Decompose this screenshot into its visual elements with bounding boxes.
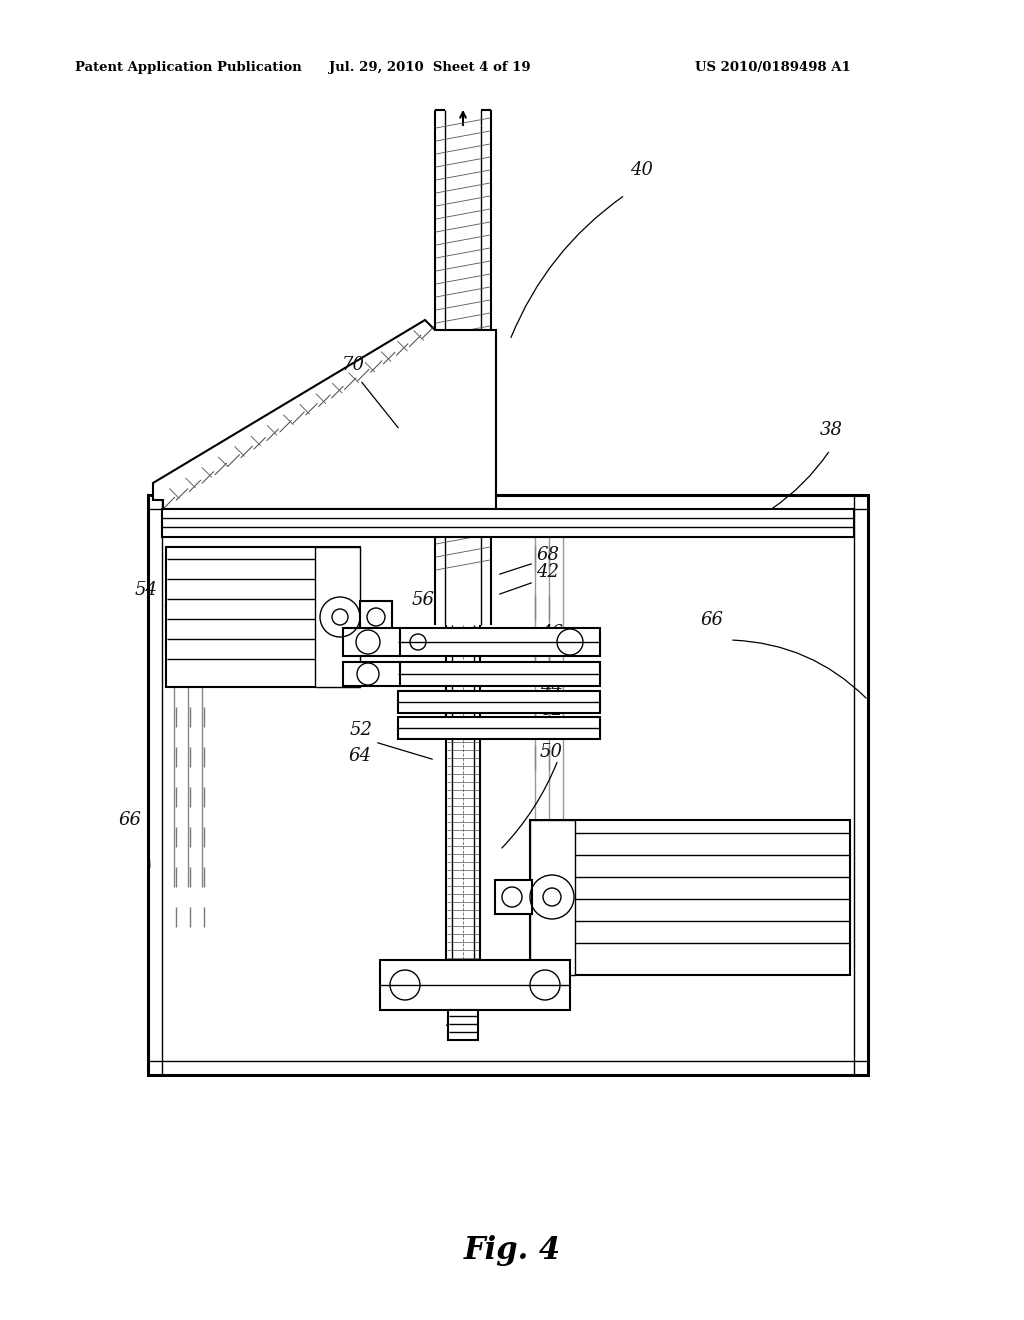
Text: 42: 42	[536, 564, 559, 581]
Bar	[360, 601, 392, 634]
Polygon shape	[153, 319, 496, 510]
Text: 44: 44	[540, 678, 563, 697]
Bar	[343, 663, 400, 686]
Text: 62: 62	[540, 701, 563, 719]
Bar	[398, 663, 600, 686]
Text: 60: 60	[540, 642, 563, 659]
Text: US 2010/0189498 A1: US 2010/0189498 A1	[695, 62, 851, 74]
Bar	[162, 510, 854, 537]
Text: 66: 66	[700, 611, 723, 630]
Text: 48: 48	[445, 1016, 468, 1034]
Bar	[343, 628, 400, 656]
Text: 54: 54	[135, 581, 158, 599]
Bar	[398, 717, 600, 739]
Text: 68: 68	[536, 546, 559, 564]
Bar	[398, 628, 600, 656]
Bar	[166, 546, 360, 686]
Bar	[380, 960, 570, 1010]
Bar	[495, 880, 532, 913]
Bar	[530, 820, 850, 975]
Bar	[530, 820, 575, 975]
Bar	[398, 690, 600, 713]
Text: 50: 50	[540, 743, 563, 762]
Text: 46: 46	[540, 624, 563, 642]
Text: 52: 52	[350, 721, 373, 739]
Text: 64: 64	[348, 747, 371, 766]
Text: 70: 70	[342, 356, 365, 374]
Text: 64: 64	[540, 721, 563, 739]
Text: 50: 50	[365, 606, 388, 624]
Bar	[315, 546, 360, 686]
Bar	[148, 495, 868, 1074]
Text: 66: 66	[118, 810, 141, 829]
Text: 58: 58	[540, 663, 563, 681]
Bar	[449, 1010, 478, 1040]
Text: 38: 38	[820, 421, 843, 440]
Text: 56: 56	[412, 591, 435, 609]
Text: 40: 40	[630, 161, 653, 180]
Text: Fig. 4: Fig. 4	[464, 1234, 560, 1266]
Text: Jul. 29, 2010  Sheet 4 of 19: Jul. 29, 2010 Sheet 4 of 19	[329, 62, 530, 74]
Text: Patent Application Publication: Patent Application Publication	[75, 62, 302, 74]
